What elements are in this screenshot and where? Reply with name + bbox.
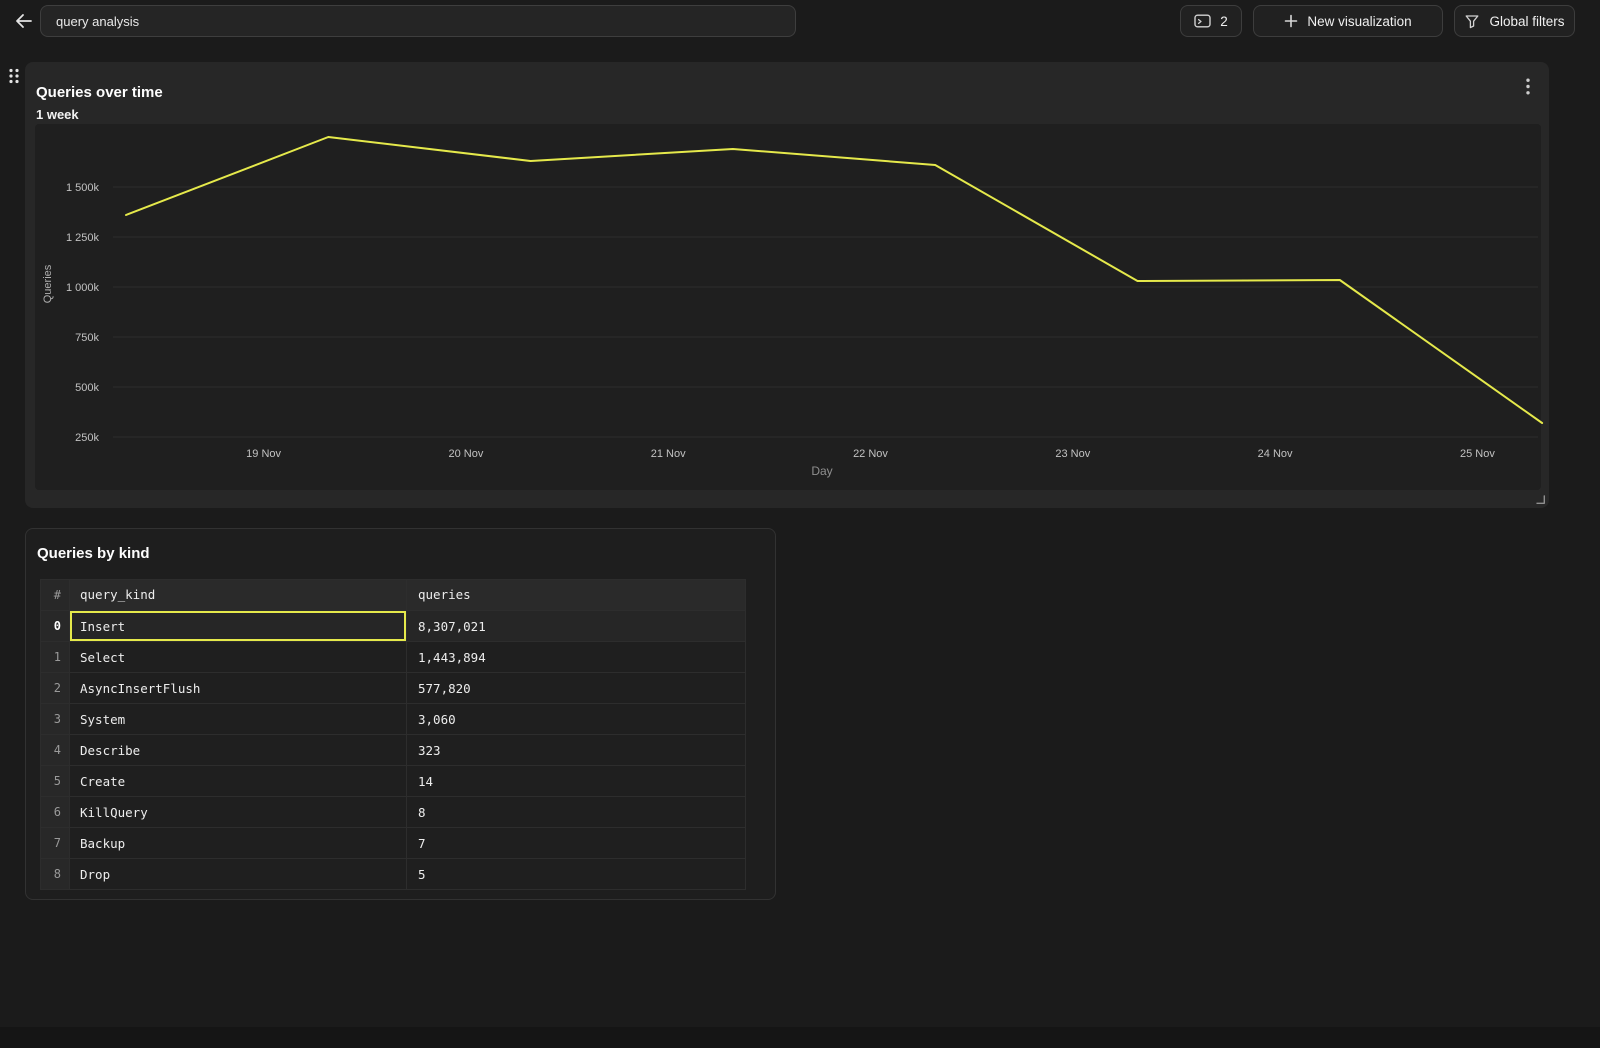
- tab-count-button[interactable]: 2: [1180, 5, 1242, 37]
- queries-value-cell[interactable]: 8,307,021: [418, 619, 486, 634]
- queries-value-cell[interactable]: 577,820: [418, 681, 471, 696]
- x-tick-label: 25 Nov: [1460, 448, 1495, 460]
- row-index-cell[interactable]: 8: [41, 859, 70, 889]
- queries-table: # query_kind queries 0 Insert 8,307,021 1 Se…: [40, 579, 746, 890]
- table-body: 0 Insert 8,307,021 1 Select 1,443,894 2 AsyncIn…: [41, 610, 745, 889]
- global-filters-button[interactable]: Global filters: [1454, 5, 1575, 37]
- table-row: 8 Drop 5: [41, 858, 745, 889]
- new-visualization-button[interactable]: New visualization: [1253, 5, 1443, 37]
- table-row: 7 Backup 7: [41, 827, 745, 858]
- global-filters-label: Global filters: [1489, 13, 1565, 29]
- chart-plot-area[interactable]: 1 500k 1 250k 1 000k 750k 500k 250k 19 Nov 20 N…: [35, 124, 1544, 490]
- y-tick-label: 500k: [75, 382, 99, 394]
- queries-line-chart: 1 500k 1 250k 1 000k 750k 500k 250k 19 Nov 20 N…: [42, 136, 1544, 478]
- queries-series-line: [125, 136, 1544, 424]
- queries-value-cell[interactable]: 3,060: [418, 712, 456, 727]
- x-tick-label: 23 Nov: [1055, 448, 1090, 460]
- drag-dots-icon: [9, 68, 19, 84]
- table-title: Queries by kind: [37, 545, 150, 562]
- kebab-menu-icon: [1526, 78, 1530, 95]
- dashboard-title-input[interactable]: [40, 5, 796, 37]
- queries-value-cell[interactable]: 323: [418, 743, 441, 758]
- table-header-row: # query_kind queries: [41, 580, 745, 610]
- row-index-cell[interactable]: 3: [41, 704, 70, 734]
- topbar: 2 New visualization Global filters: [0, 0, 1600, 42]
- y-tick-label: 1 000k: [66, 282, 100, 294]
- chart-subtitle: 1 week: [36, 107, 79, 122]
- y-axis-title: Queries: [42, 264, 54, 303]
- funnel-icon: [1464, 14, 1480, 29]
- table-row: 6 KillQuery 8: [41, 796, 745, 827]
- column-header-index[interactable]: #: [41, 580, 70, 610]
- console-window-icon: [1194, 14, 1211, 28]
- queries-value-cell[interactable]: 7: [418, 836, 426, 851]
- column-header-queries[interactable]: queries: [418, 587, 471, 602]
- query-kind-cell[interactable]: Drop: [70, 859, 407, 889]
- table-row: 0 Insert 8,307,021: [41, 610, 745, 641]
- row-index-cell[interactable]: 1: [41, 642, 70, 672]
- row-index-cell[interactable]: 6: [41, 797, 70, 827]
- y-tick-label: 750k: [75, 332, 99, 344]
- y-tick-label: 250k: [75, 432, 99, 444]
- row-index-cell[interactable]: 4: [41, 735, 70, 765]
- x-tick-label: 20 Nov: [448, 448, 483, 460]
- back-button[interactable]: [12, 11, 36, 31]
- row-index-cell[interactable]: 7: [41, 828, 70, 858]
- topbar-actions: 2 New visualization Global filters: [1180, 5, 1575, 37]
- window-bottom-edge: [0, 1027, 1600, 1048]
- column-header-query-kind[interactable]: query_kind: [70, 580, 407, 610]
- queries-by-kind-card: Queries by kind # query_kind queries 0 In…: [25, 528, 776, 900]
- row-index-cell[interactable]: 2: [41, 673, 70, 703]
- x-tick-label: 22 Nov: [853, 448, 888, 460]
- query-kind-cell[interactable]: Backup: [70, 828, 407, 858]
- table-row: 5 Create 14: [41, 765, 745, 796]
- query-kind-cell[interactable]: AsyncInsertFlush: [70, 673, 407, 703]
- chart-menu-button[interactable]: [1519, 76, 1537, 96]
- tab-count-label: 2: [1220, 13, 1228, 29]
- query-kind-cell[interactable]: Describe: [70, 735, 407, 765]
- queries-value-cell[interactable]: 1,443,894: [418, 650, 486, 665]
- y-tick-label: 1 250k: [66, 232, 100, 244]
- plus-icon: [1284, 14, 1298, 28]
- row-index-cell[interactable]: 0: [41, 611, 70, 641]
- row-index-cell[interactable]: 5: [41, 766, 70, 796]
- card-drag-handle[interactable]: [6, 66, 22, 86]
- query-kind-cell[interactable]: System: [70, 704, 407, 734]
- x-tick-label: 21 Nov: [651, 448, 686, 460]
- new-visualization-label: New visualization: [1307, 13, 1412, 29]
- x-tick-label: 19 Nov: [246, 448, 281, 460]
- card-resize-handle[interactable]: [1534, 493, 1546, 505]
- table-row: 4 Describe 323: [41, 734, 745, 765]
- queries-value-cell[interactable]: 8: [418, 805, 426, 820]
- arrow-left-icon: [14, 13, 34, 29]
- table-row: 3 System 3,060: [41, 703, 745, 734]
- table-row: 2 AsyncInsertFlush 577,820: [41, 672, 745, 703]
- query-kind-cell[interactable]: Create: [70, 766, 407, 796]
- queries-over-time-card: Queries over time 1 week 1 500k 1 250k 1 0…: [25, 62, 1549, 508]
- query-kind-cell[interactable]: Select: [70, 642, 407, 672]
- query-kind-cell[interactable]: Insert: [70, 611, 407, 641]
- resize-corner-icon: [1535, 494, 1545, 504]
- queries-value-cell[interactable]: 14: [418, 774, 434, 789]
- queries-value-cell[interactable]: 5: [418, 867, 426, 882]
- x-axis-title: Day: [811, 464, 832, 478]
- y-tick-label: 1 500k: [66, 182, 100, 194]
- chart-title: Queries over time: [36, 84, 163, 101]
- table-row: 1 Select 1,443,894: [41, 641, 745, 672]
- x-tick-label: 24 Nov: [1258, 448, 1293, 460]
- query-kind-cell[interactable]: KillQuery: [70, 797, 407, 827]
